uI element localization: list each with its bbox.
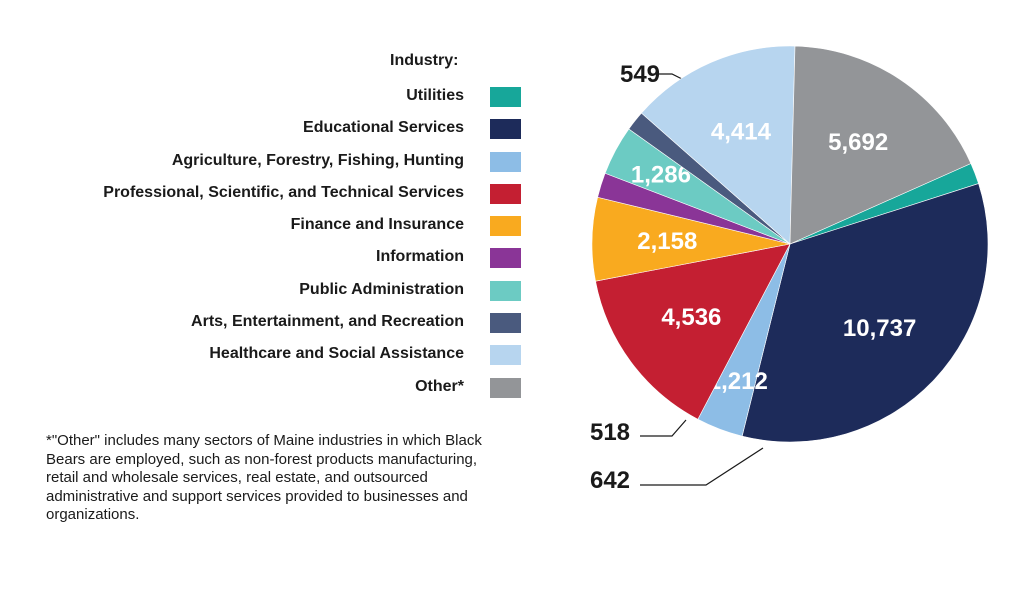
legend-swatch	[490, 119, 521, 140]
leader-line	[640, 419, 687, 437]
legend-label: Healthcare and Social Assistance	[209, 345, 464, 363]
legend-item: Arts, Entertainment, and Recreation	[0, 308, 530, 340]
pie-slice	[741, 183, 989, 443]
footnote: *"Other" includes many sectors of Maine …	[46, 432, 482, 523]
slice-value-label: 518	[590, 419, 630, 446]
legend-swatch	[490, 345, 521, 366]
legend-label: Finance and Insurance	[290, 216, 464, 234]
legend-title: Industry:	[390, 52, 459, 69]
legend-label: Utilities	[406, 87, 464, 104]
legend-item: Public Administration	[0, 276, 530, 308]
slice-value-label: 549	[620, 61, 660, 88]
legend: Utilities Educational Services Agriculture…	[0, 82, 530, 405]
legend-swatch	[490, 248, 521, 269]
legend-swatch	[490, 183, 521, 204]
pie-slice	[595, 243, 791, 420]
legend-label: Other*	[415, 377, 464, 395]
pie-slice	[789, 45, 972, 245]
legend-swatch	[490, 87, 521, 107]
legend-item: Healthcare and Social Assistance	[0, 340, 530, 372]
legend-swatch	[490, 313, 521, 334]
legend-swatch	[490, 151, 521, 172]
legend-label: Information	[376, 248, 464, 266]
slice-value-label: 10,737	[843, 315, 916, 342]
legend-item: Agriculture, Forestry, Fishing, Hunting	[0, 147, 530, 179]
legend-label: Agriculture, Forestry, Fishing, Hunting	[171, 151, 464, 169]
slice-value-label: 4,414	[711, 118, 772, 145]
legend-label: Public Administration	[299, 280, 464, 298]
legend-item: Finance and Insurance	[0, 211, 530, 243]
legend-swatch	[490, 377, 521, 398]
legend-item: Educational Services	[0, 114, 530, 146]
legend-item: Utilities	[0, 82, 530, 114]
pie-slice	[641, 45, 796, 245]
slice-value-label: 4,536	[661, 304, 721, 331]
legend-item: Information	[0, 243, 530, 275]
leader-line	[640, 447, 764, 486]
slice-value-label: 642	[590, 467, 630, 494]
slice-value-label: 5,692	[828, 129, 888, 156]
legend-label: Professional, Scientific, and Technical …	[103, 183, 464, 201]
legend-label: Educational Services	[303, 119, 464, 137]
slice-value-label: 2,158	[637, 228, 697, 255]
legend-swatch	[490, 216, 521, 237]
legend-label: Arts, Entertainment, and Recreation	[191, 313, 464, 331]
legend-item: Professional, Scientific, and Technical …	[0, 179, 530, 211]
legend-item: Other*	[0, 373, 530, 405]
legend-swatch	[490, 280, 521, 301]
